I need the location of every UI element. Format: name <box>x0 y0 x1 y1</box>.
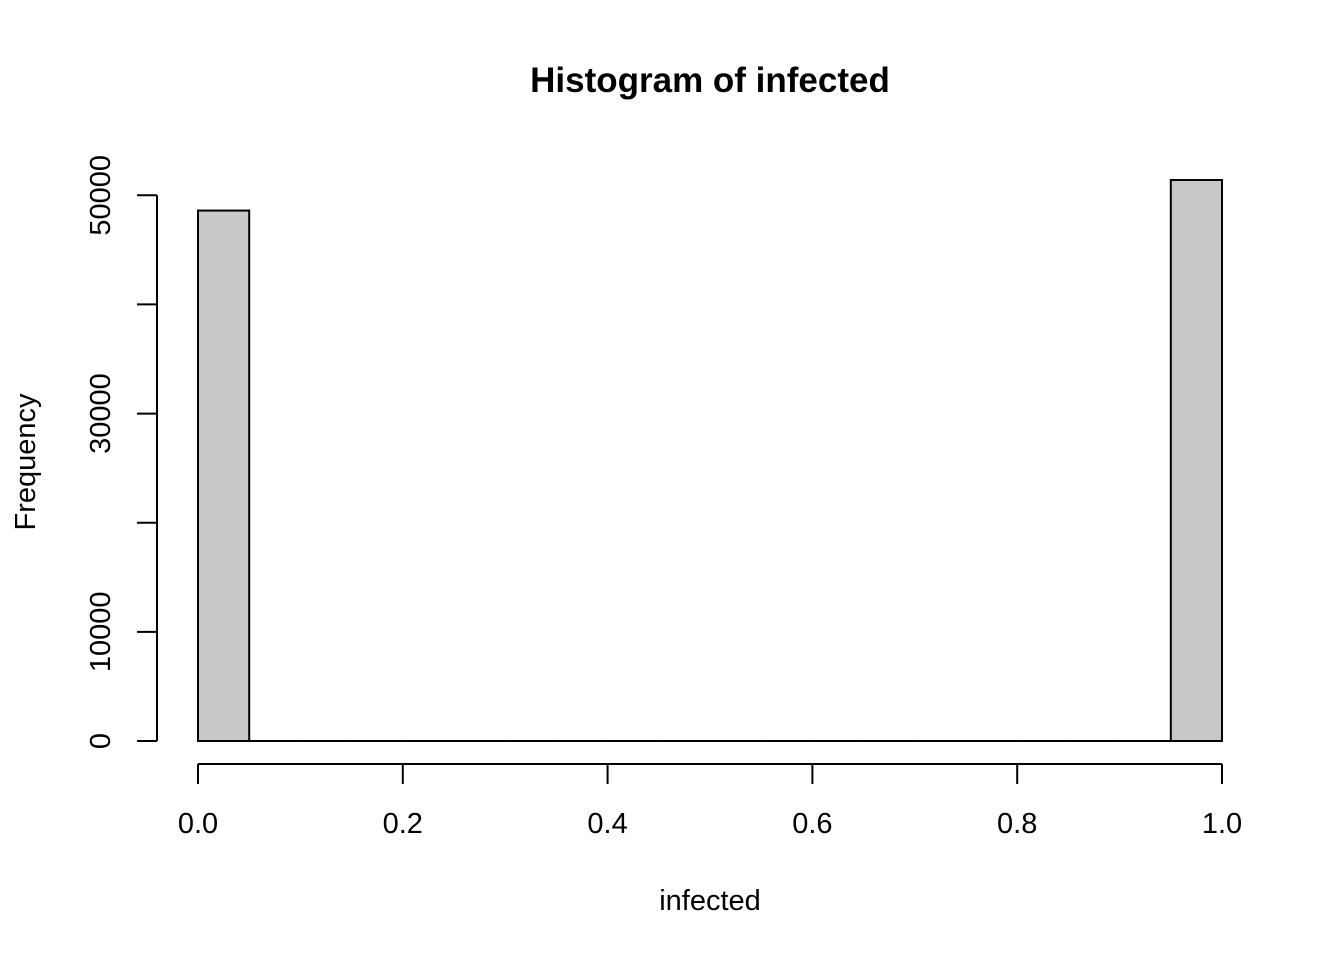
x-tick-label: 0.0 <box>178 808 218 840</box>
x-tick-label: 0.4 <box>587 808 627 840</box>
bars-group <box>197 179 1224 743</box>
x-axis: 0.0 0.2 0.4 0.6 0.8 1.0 <box>178 763 1242 840</box>
y-tick-label: 0 <box>85 733 117 749</box>
x-tick-label: 0.2 <box>383 808 423 840</box>
x-tick-label: 0.8 <box>997 808 1037 840</box>
y-tick-label: 50000 <box>85 155 117 236</box>
x-tick-label: 1.0 <box>1202 808 1242 840</box>
x-axis-label: infected <box>659 885 761 917</box>
histogram-bar <box>1169 179 1224 742</box>
chart-title: Histogram of infected <box>530 61 890 100</box>
y-tick-label: 30000 <box>85 373 117 454</box>
y-tick-label: 10000 <box>85 592 117 673</box>
histogram-bar <box>197 209 251 743</box>
y-axis: 0 10000 30000 50000 <box>85 155 158 749</box>
x-tick-label: 0.6 <box>792 808 832 840</box>
y-axis-label: Frequency <box>10 393 42 531</box>
